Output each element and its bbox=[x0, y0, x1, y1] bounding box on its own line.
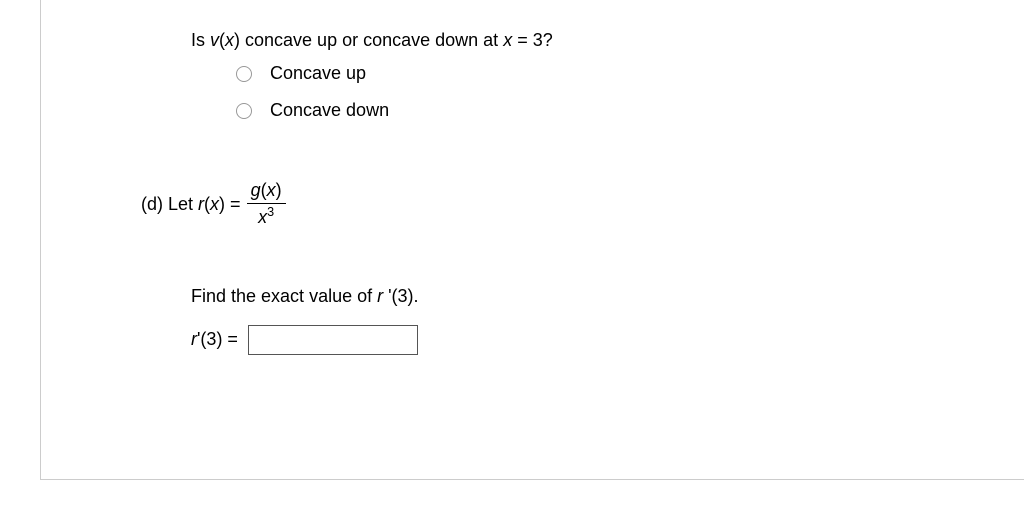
part-d-definition: (d) Let r(x) = g(x) x3 bbox=[141, 181, 984, 228]
fraction: g(x) x3 bbox=[247, 181, 286, 228]
prompt-text-1: Is bbox=[191, 30, 210, 50]
prompt-eq: = 3? bbox=[512, 30, 553, 50]
num-close: ) bbox=[276, 180, 282, 200]
option-label: Concave up bbox=[270, 63, 366, 84]
concavity-question: Is v(x) concave up or concave down at x … bbox=[191, 30, 984, 51]
question-container: Is v(x) concave up or concave down at x … bbox=[40, 0, 1024, 480]
prompt-x-1: x bbox=[225, 30, 234, 50]
fraction-numerator: g(x) bbox=[247, 181, 286, 204]
prompt-mid: concave up or concave down at bbox=[240, 30, 503, 50]
arg-close-eq: ) = bbox=[219, 194, 241, 215]
fraction-denominator: x3 bbox=[254, 204, 278, 228]
part-d-label: (d) Let bbox=[141, 194, 193, 215]
den-var-x: x bbox=[258, 207, 267, 227]
option-concave-up[interactable]: Concave up bbox=[236, 63, 984, 84]
find-prefix: Find the exact value of bbox=[191, 286, 377, 306]
find-func-r: r bbox=[377, 286, 388, 306]
find-prime: '(3). bbox=[388, 286, 418, 306]
num-var-x: x bbox=[267, 180, 276, 200]
answer-input[interactable] bbox=[248, 325, 418, 355]
find-instruction: Find the exact value of r '(3). bbox=[191, 286, 984, 307]
num-func-g: g bbox=[251, 180, 261, 200]
radio-icon[interactable] bbox=[236, 66, 252, 82]
answer-label-rest: '(3) = bbox=[197, 329, 238, 350]
prompt-x-2: x bbox=[503, 30, 512, 50]
prompt-func-v: v bbox=[210, 30, 219, 50]
option-label: Concave down bbox=[270, 100, 389, 121]
den-exp: 3 bbox=[267, 205, 274, 219]
radio-icon[interactable] bbox=[236, 103, 252, 119]
options-group: Concave up Concave down bbox=[236, 63, 984, 121]
answer-row: r '(3) = bbox=[191, 325, 984, 355]
var-x: x bbox=[210, 194, 219, 215]
option-concave-down[interactable]: Concave down bbox=[236, 100, 984, 121]
